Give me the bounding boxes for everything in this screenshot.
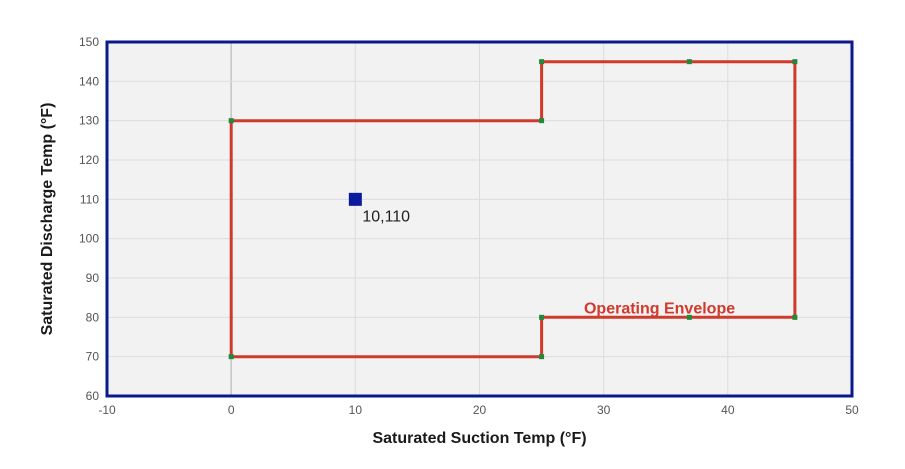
- envelope-vertex-marker: [792, 59, 798, 65]
- x-tick-label: 50: [845, 403, 859, 417]
- envelope-vertex-marker: [539, 354, 545, 360]
- plot-border: [105, 40, 854, 398]
- envelope-vertex-marker: [228, 354, 234, 360]
- envelope-vertex-marker: [539, 59, 545, 65]
- x-axis-title: Saturated Suction Temp (°F): [372, 430, 586, 447]
- envelope-annotation: Operating Envelope: [584, 301, 735, 318]
- y-tick-labels: 60 70 80 90 100 110 120 130 140 150: [79, 35, 99, 403]
- envelope-vertex-marker: [539, 314, 545, 320]
- y-tick-label: 110: [80, 192, 99, 206]
- y-tick-label: 120: [79, 153, 99, 167]
- x-tick-label: -10: [98, 403, 116, 417]
- data-point-label: 10,110: [362, 208, 410, 225]
- x-tick-label: 40: [721, 403, 735, 417]
- x-tick-label: 20: [473, 403, 487, 417]
- envelope-vertex-marker: [539, 118, 545, 124]
- envelope-vertex-marker: [792, 314, 798, 320]
- series-layer: 10,110: [228, 59, 798, 360]
- y-axis-title: Saturated Discharge Temp (°F): [39, 103, 56, 336]
- x-tick-labels: -10 0 10 20 30 40 50: [98, 403, 859, 417]
- y-tick-label: 90: [86, 271, 100, 285]
- envelope-vertex-marker: [686, 314, 692, 320]
- envelope-vertex-marker: [686, 59, 692, 65]
- y-tick-label: 70: [86, 350, 100, 364]
- envelope-vertex-marker: [228, 118, 234, 124]
- y-tick-label: 140: [79, 74, 99, 88]
- y-tick-label: 100: [79, 232, 99, 246]
- x-tick-label: 10: [349, 403, 363, 417]
- y-tick-label: 60: [86, 389, 100, 403]
- y-tick-label: 130: [79, 114, 99, 128]
- data-point-marker: [348, 192, 362, 206]
- y-tick-label: 150: [79, 35, 99, 49]
- x-tick-label: 30: [597, 403, 611, 417]
- y-tick-label: 80: [86, 310, 100, 324]
- x-tick-label: 0: [228, 403, 235, 417]
